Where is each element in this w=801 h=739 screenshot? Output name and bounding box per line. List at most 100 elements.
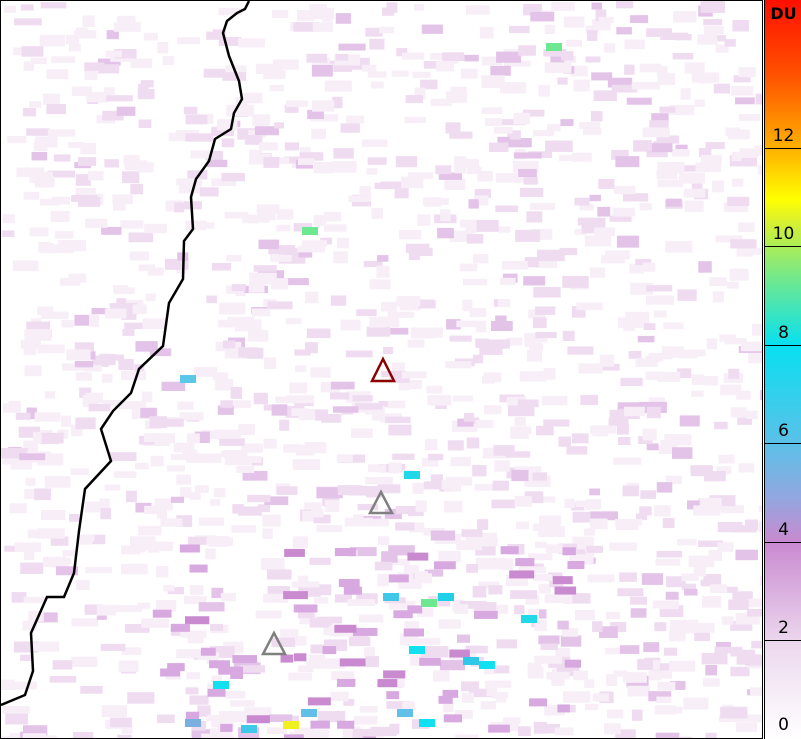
so2-pixel	[509, 570, 535, 579]
so2-pixel	[551, 2, 575, 11]
so2-pixel	[230, 386, 243, 399]
so2-pixel	[690, 349, 706, 357]
so2-pixel	[454, 710, 473, 720]
so2-pixel	[657, 161, 685, 174]
so2-pixel	[469, 308, 487, 318]
so2-pixel	[455, 734, 479, 739]
so2-pixel	[206, 714, 227, 722]
so2-pixel	[534, 609, 547, 619]
so2-pixel	[559, 155, 579, 162]
so2-pixel	[292, 459, 321, 470]
so2-pixel	[39, 34, 65, 47]
so2-pixel	[474, 484, 502, 491]
so2-pixel	[55, 566, 79, 576]
so2-pixel	[744, 519, 759, 531]
so2-pixel	[324, 80, 352, 92]
so2-pixel	[252, 114, 270, 126]
so2-pixel	[748, 598, 776, 608]
so2-pixel	[567, 346, 594, 355]
so2-pixel	[499, 277, 516, 285]
so2-pixel	[334, 594, 352, 603]
so2-pixel	[190, 150, 211, 159]
so2-pixel	[464, 54, 479, 62]
so2-pixel	[24, 329, 52, 341]
so2-pixel	[479, 661, 495, 669]
so2-pixel	[168, 132, 189, 142]
so2-pixel	[635, 259, 652, 266]
so2-pixel	[99, 498, 110, 509]
so2-pixel	[532, 317, 547, 329]
so2-pixel	[430, 474, 443, 485]
so2-pixel	[34, 176, 55, 188]
so2-pixel	[591, 2, 603, 10]
so2-pixel	[491, 321, 513, 332]
so2-pixel	[480, 701, 496, 710]
so2-pixel	[639, 506, 652, 516]
so2-pixel	[283, 721, 299, 729]
so2-pixel	[694, 630, 711, 641]
so2-pixel	[198, 602, 225, 612]
so2-pixel	[271, 637, 296, 647]
so2-pixel	[472, 464, 487, 477]
so2-pixel	[478, 581, 500, 589]
so2-pixel	[124, 160, 148, 171]
so2-pixel	[651, 663, 672, 671]
so2-pixel	[298, 158, 315, 165]
so2-pixel	[554, 586, 577, 595]
so2-pixel	[160, 518, 183, 527]
so2-pixel	[152, 609, 172, 618]
so2-pixel	[544, 704, 565, 716]
so2-pixel	[197, 652, 220, 660]
so2-pixel	[199, 187, 219, 197]
so2-pixel	[434, 561, 456, 570]
so2-pixel	[304, 729, 329, 739]
so2-pixel	[533, 286, 561, 298]
so2-pixel	[676, 368, 692, 379]
so2-pixel	[26, 407, 37, 420]
so2-pixel	[121, 726, 133, 734]
so2-pixel	[655, 732, 680, 739]
so2-pixel	[467, 166, 482, 175]
so2-pixel	[340, 123, 360, 133]
so2-pixel	[170, 454, 192, 461]
so2-pixel	[121, 171, 140, 184]
so2-pixel	[489, 557, 505, 566]
so2-pixel	[519, 371, 547, 382]
colorbar-tick-label: 2	[778, 618, 789, 639]
so2-pixel	[740, 341, 767, 352]
so2-pixel	[202, 430, 225, 440]
so2-pixel	[669, 660, 696, 672]
so2-pixel	[189, 695, 209, 705]
so2-pixel	[599, 626, 618, 639]
so2-pixel	[445, 122, 461, 134]
so2-pixel	[26, 321, 51, 330]
so2-pixel	[267, 586, 290, 594]
so2-pixel	[143, 32, 158, 41]
so2-pixel	[40, 2, 67, 9]
so2-pixel	[101, 705, 128, 718]
so2-pixel	[197, 222, 215, 229]
so2-pixel	[658, 445, 678, 454]
so2-pixel	[102, 110, 124, 121]
so2-pixel	[1, 679, 15, 690]
so2-pixel	[750, 687, 769, 696]
so2-pixel	[430, 530, 456, 541]
so2-pixel	[367, 71, 387, 78]
so2-pixel	[19, 453, 46, 461]
so2-pixel	[401, 371, 427, 379]
so2-pixel	[728, 599, 749, 610]
so2-pixel	[481, 75, 505, 85]
so2-pixel	[50, 211, 70, 223]
so2-pixel	[657, 371, 681, 382]
so2-pixel	[49, 676, 77, 683]
so2-pixel	[217, 405, 234, 415]
so2-pixel	[22, 725, 48, 737]
so2-pixel	[301, 240, 327, 247]
so2-pixel	[648, 691, 672, 702]
so2-pixel	[198, 517, 224, 526]
so2-pixel	[293, 604, 318, 613]
colorbar-tick-label: 6	[778, 421, 789, 442]
so2-pixel	[562, 547, 576, 556]
so2-pixel	[46, 69, 69, 80]
so2-pixel	[593, 90, 617, 101]
